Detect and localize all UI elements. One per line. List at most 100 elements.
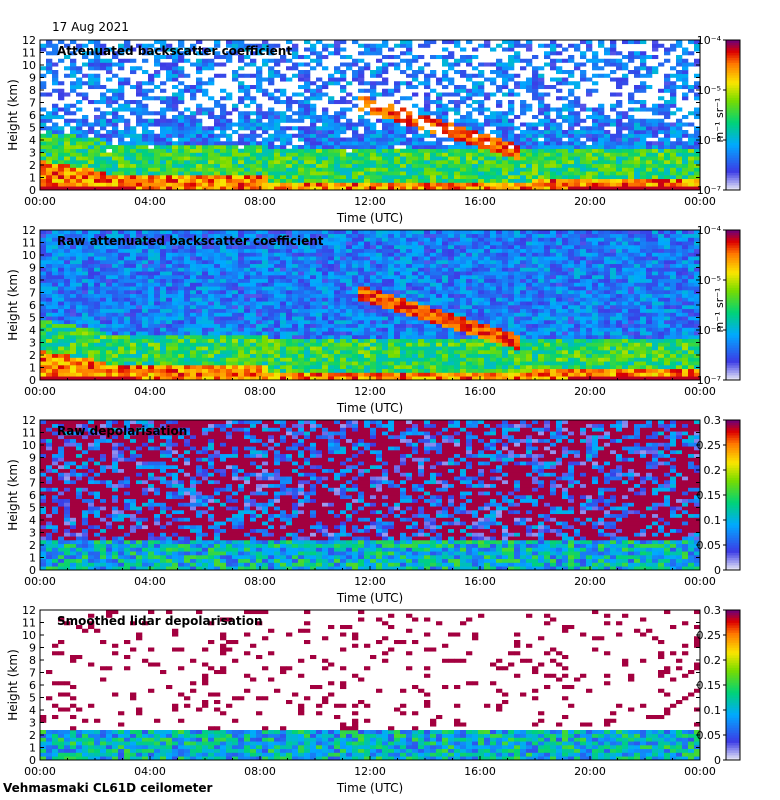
heatmap-cell — [214, 160, 221, 165]
heatmap-cell — [448, 51, 455, 56]
heatmap-cell — [334, 160, 341, 165]
heatmap-cell — [178, 263, 185, 268]
heatmap-cell — [514, 137, 521, 142]
heatmap-cell — [250, 256, 257, 261]
heatmap-cell — [46, 230, 53, 235]
heatmap-cell — [94, 305, 101, 310]
heatmap-cell — [406, 148, 413, 153]
heatmap-cell — [682, 115, 689, 120]
heatmap-cell — [340, 85, 347, 90]
heatmap-cell — [448, 40, 455, 45]
heatmap-cell — [106, 301, 113, 306]
heatmap-cell — [544, 156, 551, 161]
heatmap-cell — [286, 308, 293, 313]
heatmap-cell — [382, 70, 389, 75]
heatmap-cell — [124, 171, 131, 176]
heatmap-cell — [592, 126, 599, 131]
heatmap-cell — [502, 85, 509, 90]
heatmap-cell — [382, 167, 389, 172]
heatmap-cell — [610, 148, 617, 153]
heatmap-cell — [76, 320, 83, 325]
heatmap-cell — [172, 376, 179, 381]
heatmap-cell — [274, 148, 281, 153]
heatmap-cell — [202, 47, 209, 52]
heatmap-cell — [394, 163, 401, 168]
heatmap-cell — [334, 152, 341, 157]
heatmap-cell — [136, 293, 143, 298]
heatmap-cell — [124, 126, 131, 131]
heatmap-cell — [46, 178, 53, 183]
heatmap-cell — [130, 148, 137, 153]
heatmap-cell — [166, 260, 173, 265]
heatmap-cell — [238, 260, 245, 265]
heatmap-cell — [484, 133, 491, 138]
heatmap-cell — [106, 372, 113, 377]
heatmap-cell — [364, 66, 371, 71]
heatmap-cell — [604, 160, 611, 165]
heatmap-cell — [232, 346, 239, 351]
heatmap-cell — [154, 256, 161, 261]
heatmap-cell — [256, 286, 263, 291]
heatmap-cell — [166, 275, 173, 280]
heatmap-cell — [436, 107, 443, 112]
heatmap-cell — [538, 118, 545, 123]
heatmap-cell — [250, 305, 257, 310]
heatmap-cell — [70, 141, 77, 146]
heatmap-cell — [460, 58, 467, 63]
heatmap-cell — [274, 133, 281, 138]
heatmap-cell — [142, 275, 149, 280]
heatmap-cell — [220, 160, 227, 165]
heatmap-cell — [646, 55, 653, 60]
heatmap-cell — [634, 88, 641, 93]
heatmap-cell — [124, 323, 131, 328]
heatmap-cell — [196, 301, 203, 306]
heatmap-cell — [688, 160, 695, 165]
heatmap-cell — [106, 237, 113, 242]
heatmap-cell — [550, 148, 557, 153]
heatmap-cell — [586, 133, 593, 138]
heatmap-cell — [64, 312, 71, 317]
heatmap-cell — [466, 126, 473, 131]
heatmap-cell — [616, 156, 623, 161]
heatmap-cell — [274, 365, 281, 370]
heatmap-cell — [340, 171, 347, 176]
heatmap-cell — [82, 252, 89, 257]
heatmap-cell — [190, 62, 197, 67]
heatmap-cell — [130, 241, 137, 246]
heatmap-cell — [538, 148, 545, 153]
heatmap-cell — [208, 267, 215, 272]
heatmap-cell — [322, 47, 329, 52]
heatmap-cell — [268, 115, 275, 120]
heatmap-cell — [442, 77, 449, 82]
heatmap-cell — [52, 263, 59, 268]
heatmap-cell — [58, 376, 65, 381]
heatmap-cell — [244, 372, 251, 377]
heatmap-cell — [94, 350, 101, 355]
heatmap-cell — [316, 141, 323, 146]
heatmap-cell — [232, 338, 239, 343]
heatmap-cell — [424, 152, 431, 157]
heatmap-cell — [286, 141, 293, 146]
heatmap-cell — [88, 256, 95, 261]
heatmap-cell — [100, 126, 107, 131]
heatmap-cell — [328, 115, 335, 120]
heatmap-cell — [208, 282, 215, 287]
heatmap-cell — [262, 122, 269, 127]
heatmap-cell — [544, 178, 551, 183]
heatmap-cell — [52, 137, 59, 142]
heatmap-cell — [496, 85, 503, 90]
heatmap-cell — [466, 152, 473, 157]
heatmap-cell — [172, 245, 179, 250]
heatmap-cell — [436, 175, 443, 180]
heatmap-cell — [202, 312, 209, 317]
heatmap-cell — [106, 141, 113, 146]
heatmap-cell — [262, 47, 269, 52]
heatmap-cell — [490, 167, 497, 172]
heatmap-cell — [118, 361, 125, 366]
heatmap-cell — [256, 357, 263, 362]
heatmap-cell — [376, 66, 383, 71]
heatmap-cell — [460, 96, 467, 101]
heatmap-cell — [118, 260, 125, 265]
heatmap-cell — [682, 182, 689, 187]
heatmap-cell — [364, 103, 371, 108]
